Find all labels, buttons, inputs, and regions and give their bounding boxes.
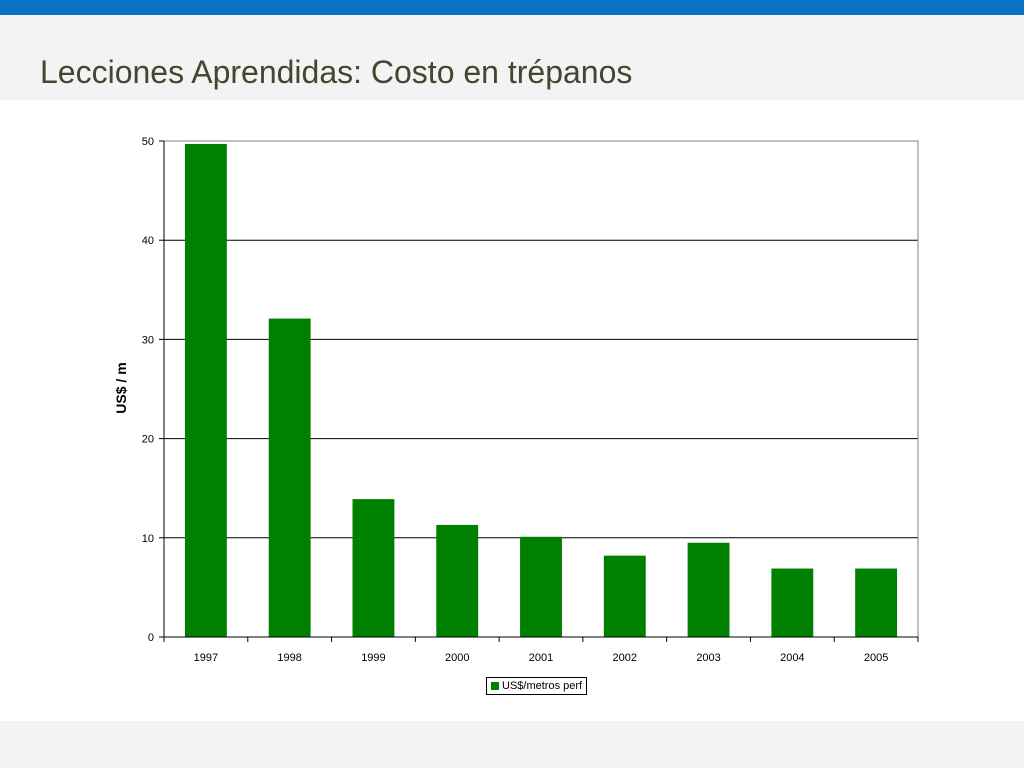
x-tick-label: 2004 — [780, 652, 804, 664]
bar-2000 — [436, 524, 479, 637]
x-axis-ticks: 1997 1998 1999 2000 2001 2002 2003 2004 2005 — [163, 637, 919, 664]
x-tick-label: 2003 — [696, 652, 720, 664]
bars — [184, 143, 898, 637]
x-tick-label: 2005 — [864, 652, 888, 664]
x-tick-label: 1997 — [194, 652, 218, 664]
y-axis-label: US$ / m — [113, 362, 129, 413]
slide-title: Lecciones Aprendidas: Costo en trépanos — [40, 54, 633, 90]
footer-band — [0, 721, 1024, 768]
x-tick-label: 2002 — [613, 652, 637, 664]
x-tick-label: 2000 — [445, 652, 469, 664]
title-band — [0, 15, 1024, 100]
bar-2003 — [687, 542, 730, 637]
top-accent-bar — [0, 0, 1024, 15]
y-tick-label: 0 — [148, 632, 154, 644]
y-tick-label: 20 — [142, 434, 154, 446]
legend-label: US$/metros perf — [502, 680, 583, 692]
x-tick-label: 1999 — [361, 652, 385, 664]
chart-legend: US$/metros perf — [486, 677, 588, 695]
legend-swatch — [491, 682, 499, 690]
y-tick-label: 40 — [142, 235, 154, 247]
bar-1998 — [268, 318, 311, 637]
y-tick-label: 30 — [142, 334, 154, 346]
bar-2004 — [771, 568, 814, 637]
bar-1997 — [184, 143, 227, 637]
bar-2005 — [855, 568, 898, 637]
x-tick-label: 1998 — [277, 652, 301, 664]
y-tick-label: 10 — [142, 533, 154, 545]
bar-2002 — [603, 555, 646, 637]
bar-2001 — [520, 536, 562, 637]
y-axis-ticks: 0 10 20 30 40 50 — [142, 136, 164, 644]
bar-1999 — [352, 499, 395, 637]
y-tick-label: 50 — [142, 136, 154, 148]
x-tick-label: 2001 — [529, 652, 553, 664]
